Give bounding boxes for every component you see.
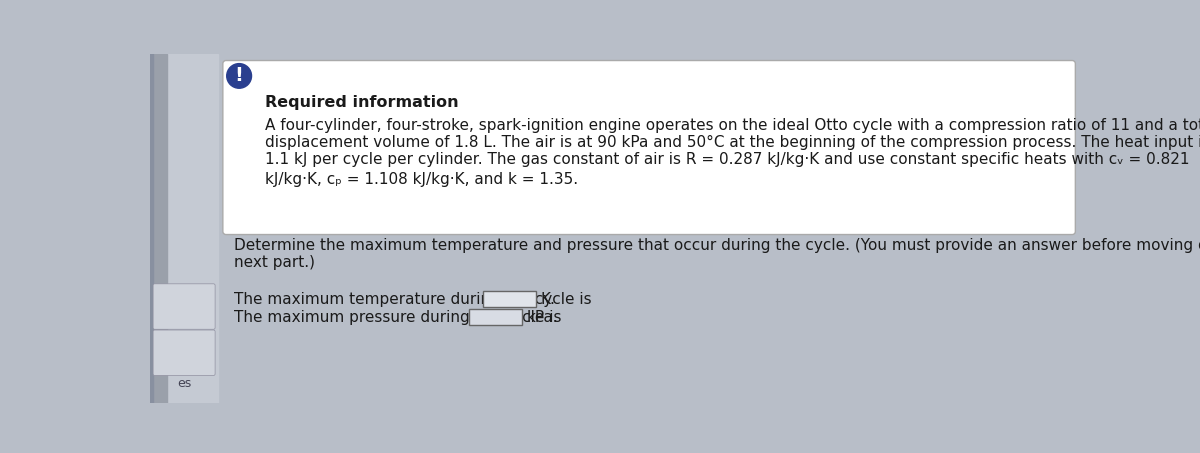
Text: kPa.: kPa. xyxy=(527,310,558,325)
Bar xyxy=(150,54,154,403)
Text: Determine the maximum temperature and pressure that occur during the cycle. (You: Determine the maximum temperature and pr… xyxy=(234,238,1200,253)
Bar xyxy=(150,54,167,403)
Circle shape xyxy=(227,63,252,88)
Text: displacement volume of 1.8 L. The air is at 90 kPa and 50°C at the beginning of : displacement volume of 1.8 L. The air is… xyxy=(265,135,1200,149)
Text: 1.1 kJ per cycle per cylinder. The gas constant of air is R = 0.287 kJ/kg·K and : 1.1 kJ per cycle per cylinder. The gas c… xyxy=(265,152,1189,167)
Text: next part.): next part.) xyxy=(234,255,314,270)
FancyBboxPatch shape xyxy=(154,330,215,376)
FancyBboxPatch shape xyxy=(223,61,1075,235)
FancyBboxPatch shape xyxy=(154,284,215,329)
Text: kJ/kg·K, cₚ = 1.108 kJ/kg·K, and k = 1.35.: kJ/kg·K, cₚ = 1.108 kJ/kg·K, and k = 1.3… xyxy=(265,172,578,187)
Text: The maximum temperature during the cycle is: The maximum temperature during the cycle… xyxy=(234,292,592,307)
Bar xyxy=(469,309,522,325)
Text: The maximum pressure during the cycle is: The maximum pressure during the cycle is xyxy=(234,310,562,325)
Text: es: es xyxy=(176,377,191,390)
Bar xyxy=(484,291,536,307)
Text: Required information: Required information xyxy=(265,95,458,110)
Bar xyxy=(150,54,218,403)
Text: !: ! xyxy=(235,67,244,86)
Text: K.: K. xyxy=(541,292,556,307)
Text: A four-cylinder, four-stroke, spark-ignition engine operates on the ideal Otto c: A four-cylinder, four-stroke, spark-igni… xyxy=(265,118,1200,133)
